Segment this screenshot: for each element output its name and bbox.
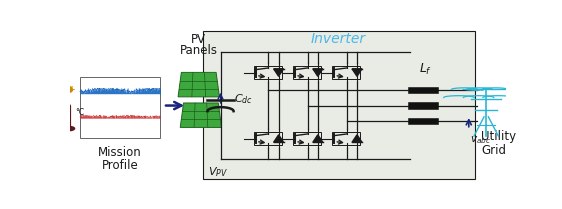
Circle shape: [64, 126, 75, 131]
Text: Utility: Utility: [481, 130, 516, 143]
Text: Grid: Grid: [481, 144, 506, 157]
Bar: [80, 76, 160, 138]
Text: Panels: Panels: [180, 44, 217, 57]
Bar: [253, 66, 282, 79]
Text: °C: °C: [75, 108, 85, 117]
FancyBboxPatch shape: [203, 31, 475, 179]
Polygon shape: [178, 72, 219, 97]
Bar: [408, 118, 438, 124]
Bar: [253, 132, 282, 145]
Polygon shape: [352, 69, 362, 76]
Polygon shape: [274, 135, 284, 142]
Text: Mission: Mission: [98, 146, 142, 159]
Bar: [293, 132, 321, 145]
Bar: [293, 66, 321, 79]
Polygon shape: [352, 135, 362, 142]
Polygon shape: [180, 103, 221, 127]
Text: $V_{PV}$: $V_{PV}$: [209, 165, 228, 179]
Text: Inverter: Inverter: [311, 32, 366, 46]
Polygon shape: [313, 69, 323, 76]
Text: PV: PV: [191, 33, 206, 46]
Text: $C_{dc}$: $C_{dc}$: [234, 92, 253, 106]
Text: $L_f$: $L_f$: [419, 61, 432, 76]
Bar: [408, 87, 438, 93]
Bar: [332, 66, 360, 79]
Text: Profile: Profile: [102, 159, 138, 172]
Bar: [408, 102, 438, 109]
Bar: [332, 132, 360, 145]
Text: $v_{abc}$: $v_{abc}$: [470, 135, 491, 146]
Polygon shape: [313, 135, 323, 142]
Polygon shape: [274, 69, 284, 76]
